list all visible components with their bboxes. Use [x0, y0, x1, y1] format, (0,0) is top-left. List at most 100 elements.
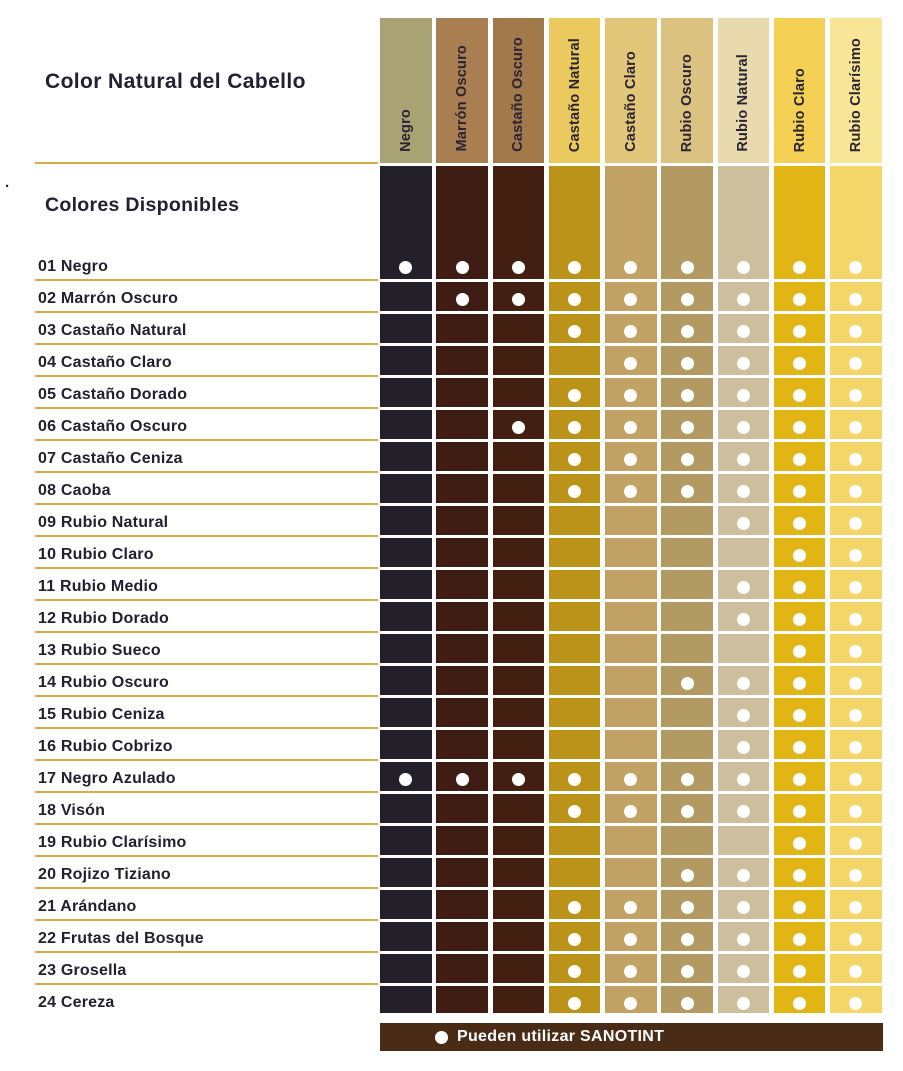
row-separator	[380, 663, 882, 666]
row-separator	[380, 599, 882, 602]
compat-dot	[680, 900, 694, 914]
row-label: 08 Caoba	[38, 482, 111, 499]
compat-dot	[680, 772, 694, 786]
column-header-cell: Marrón Oscuro	[436, 18, 488, 163]
row-label: 03 Castaño Natural	[38, 322, 187, 339]
compat-dot	[736, 292, 750, 306]
compat-dot	[793, 804, 806, 818]
column-header-label: Rubio Clarísimo	[847, 37, 864, 152]
compat-dot	[849, 580, 863, 594]
compat-dot	[680, 388, 694, 402]
compat-dot	[793, 740, 806, 754]
column-header-cell: Rubio Natural	[717, 18, 769, 163]
column-header-cell: Rubio Clarísimo	[830, 18, 882, 163]
compat-dot	[680, 356, 694, 370]
compat-dot	[568, 772, 581, 786]
column-header-label: Castaño Claro	[622, 51, 639, 152]
compat-dot	[793, 420, 806, 434]
compat-dot	[568, 420, 581, 434]
compat-dot	[849, 772, 863, 786]
grid-column	[492, 166, 544, 1013]
compat-dot	[680, 452, 694, 466]
compat-dot	[624, 964, 638, 978]
column-header-cell: Castaño Oscuro	[492, 18, 544, 163]
row-underline	[35, 599, 378, 601]
row-label: 18 Visón	[38, 802, 106, 819]
row-underline	[35, 855, 378, 857]
row-separator	[380, 855, 882, 858]
compat-dot	[793, 388, 806, 402]
compat-dot	[680, 292, 694, 306]
row-label: 02 Marrón Oscuro	[38, 290, 179, 307]
column-header-cell: Castaño Claro	[605, 18, 657, 163]
section-title: Colores Disponibles	[45, 194, 240, 216]
row-separator	[380, 439, 882, 442]
compat-dot	[736, 708, 750, 722]
compat-dot	[736, 740, 750, 754]
compat-dot	[849, 324, 863, 338]
column-header-cell: Castaño Natural	[548, 18, 601, 163]
row-separator	[380, 311, 882, 314]
row-underline	[35, 759, 378, 761]
compat-dot	[793, 772, 806, 786]
compat-dot	[455, 260, 469, 274]
legend-label: Pueden utilizar SANOTINT	[457, 1028, 665, 1045]
column-header-label: Castaño Natural	[566, 37, 583, 152]
compat-dot	[736, 580, 750, 594]
row-label: 17 Negro Azulado	[38, 770, 176, 787]
compat-dot	[455, 772, 469, 786]
row-underline	[35, 503, 378, 505]
compat-dot	[793, 644, 806, 658]
compat-dot	[793, 964, 806, 978]
row-label: 06 Castaño Oscuro	[38, 418, 188, 435]
row-separator	[380, 279, 882, 282]
compat-dot	[849, 420, 863, 434]
row-separator	[380, 375, 882, 378]
row-underline	[35, 407, 378, 409]
row-underline	[35, 951, 378, 953]
row-underline	[35, 983, 378, 985]
compat-dot	[624, 260, 638, 274]
compatibility-grid	[380, 166, 882, 1013]
row-label: 05 Castaño Dorado	[38, 386, 188, 403]
compat-dot	[849, 932, 863, 946]
compat-dot	[793, 484, 806, 498]
row-underline	[35, 631, 378, 633]
row-label: 07 Castaño Ceniza	[38, 450, 183, 467]
compat-dot	[793, 836, 806, 850]
compat-dot	[680, 964, 694, 978]
compat-dot	[680, 932, 694, 946]
compat-dot	[849, 996, 863, 1010]
column-header-label: Rubio Natural	[735, 54, 752, 152]
compat-dot	[793, 708, 806, 722]
grid-column	[548, 166, 601, 1013]
row-separator	[380, 471, 882, 474]
row-separator	[380, 919, 882, 922]
row-separator	[380, 951, 882, 954]
compat-dot	[793, 548, 806, 562]
row-separator	[380, 759, 882, 762]
row-label: 22 Frutas del Bosque	[38, 930, 204, 947]
row-label: 01 Negro	[38, 258, 109, 275]
compat-dot	[624, 356, 638, 370]
row-label: 16 Rubio Cobrizo	[38, 738, 173, 755]
compat-dot	[736, 484, 750, 498]
row-separator	[380, 631, 882, 634]
compat-dot	[568, 388, 581, 402]
compat-dot	[793, 580, 806, 594]
compat-dot	[624, 420, 638, 434]
compat-dot	[624, 996, 638, 1010]
row-underline	[35, 663, 378, 665]
compat-dot	[736, 324, 750, 338]
compat-dot	[736, 868, 750, 882]
compat-dot	[624, 292, 638, 306]
compat-dot	[680, 676, 694, 690]
row-label: 04 Castaño Claro	[38, 354, 172, 371]
compat-dot	[849, 388, 863, 402]
compat-dot	[849, 548, 863, 562]
row-underline	[35, 791, 378, 793]
compat-dot	[736, 932, 750, 946]
compat-dot	[568, 964, 581, 978]
row-separator	[380, 791, 882, 794]
